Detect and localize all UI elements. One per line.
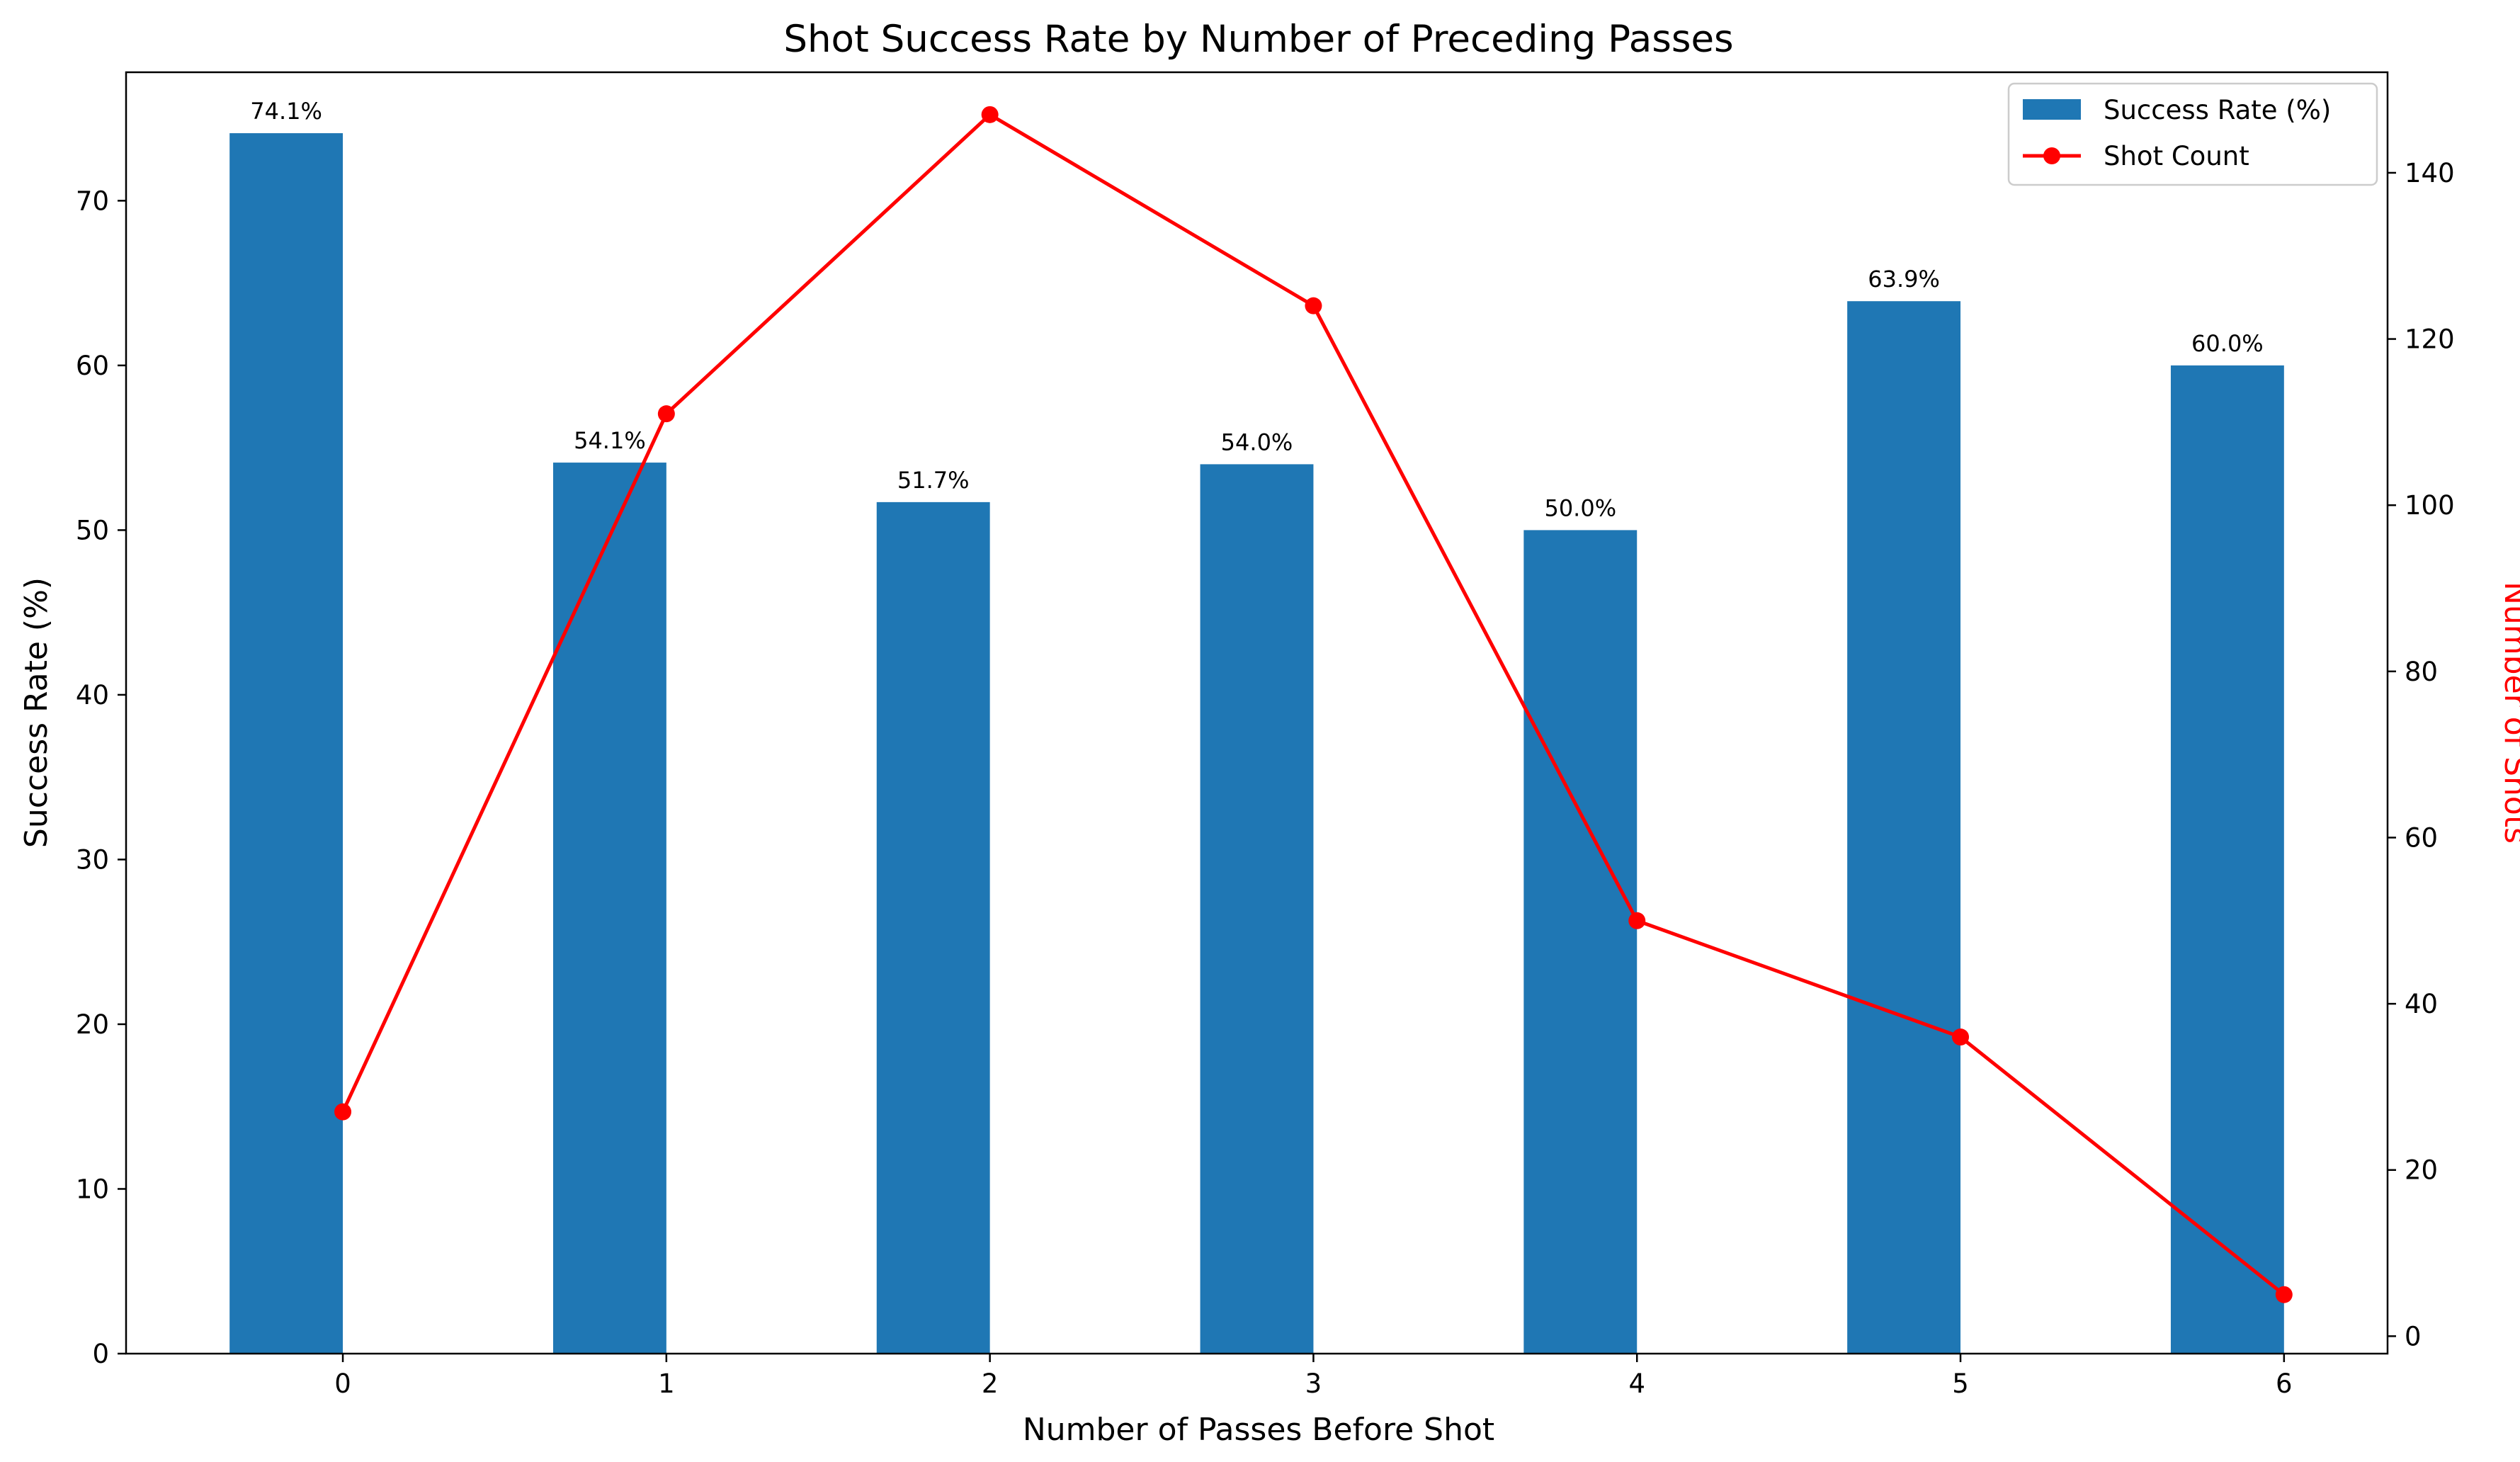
y-axis-title: Success Rate (%) [18,577,55,848]
line-series [334,106,2293,1303]
bar-2 [876,502,990,1354]
plot-frame [125,71,2389,1355]
y-axis-right: 0 20 40 60 80 100 120 140 [2388,158,2455,1352]
bar-label-2: 51.7% [897,467,970,494]
y-tick-label-70: 70 [76,186,109,216]
legend-label-shot-count: Shot Count [2104,141,2249,171]
bar-0 [229,133,344,1354]
y-tick-label-60: 60 [76,351,109,381]
x-tick-label-4: 4 [1628,1368,1645,1399]
y2-tick-label-60: 60 [2405,822,2438,853]
legend-label-success-rate: Success Rate (%) [2104,95,2331,125]
x-tick-label-5: 5 [1952,1368,1969,1399]
bar-6 [2170,365,2284,1354]
shot-count-point-1 [657,405,675,423]
y-tick-label-20: 20 [76,1009,109,1040]
bar-series: 74.1% 54.1% 51.7% 54.0% 50.0% 63.9% 60.0% [229,98,2284,1354]
legend: Success Rate (%) Shot Count [2007,82,2378,186]
shot-count-point-5 [1952,1028,1970,1046]
y-tick-label-40: 40 [76,680,109,710]
bar-label-6: 60.0% [2191,330,2264,357]
y2-tick-label-0: 0 [2405,1321,2422,1352]
bar-label-4: 50.0% [1544,494,1616,521]
y-tick-label-10: 10 [76,1174,109,1204]
bar-3 [1200,464,1314,1354]
x-tick-label-6: 6 [2276,1368,2293,1399]
bar-label-5: 63.9% [1868,266,1940,293]
x-tick-label-2: 2 [982,1368,999,1399]
bar-label-3: 54.0% [1221,429,1293,455]
shot-count-point-2 [981,106,999,123]
y2-tick-label-20: 20 [2405,1155,2438,1186]
shot-count-point-0 [334,1103,352,1121]
y2-axis-title: Number of Shots [2497,582,2520,844]
y-axis-left: 0 10 20 30 40 50 60 70 [76,186,126,1369]
y2-tick-label-140: 140 [2405,158,2455,188]
shot-count-point-4 [1628,912,1646,929]
shot-count-point-6 [2275,1286,2293,1303]
chart-title: Shot Success Rate by Number of Preceding… [783,18,1733,61]
x-tick-label-3: 3 [1305,1368,1322,1399]
bar-label-0: 74.1% [250,98,322,125]
y2-tick-label-120: 120 [2405,324,2455,355]
x-tick-label-0: 0 [334,1368,351,1399]
y-tick-label-30: 30 [76,844,109,875]
bar-1 [552,463,666,1354]
x-tick-label-1: 1 [658,1368,675,1399]
y2-tick-label-80: 80 [2405,657,2438,687]
bar-4 [1523,530,1638,1354]
legend-marker-shot-count [2043,147,2060,164]
bar-5 [1847,301,1961,1354]
y2-tick-label-40: 40 [2405,989,2438,1019]
y2-tick-label-100: 100 [2405,490,2455,521]
shot-count-point-3 [1305,297,1322,314]
x-axis: 0 1 2 3 4 5 6 [334,1354,2293,1399]
y-tick-label-0: 0 [92,1339,109,1369]
bar-label-1: 54.1% [574,427,646,454]
legend-swatch-success-rate [2023,99,2081,120]
legend-box [2007,82,2378,186]
x-axis-title: Number of Passes Before Shot [1023,1412,1494,1448]
y-tick-label-50: 50 [76,515,109,545]
